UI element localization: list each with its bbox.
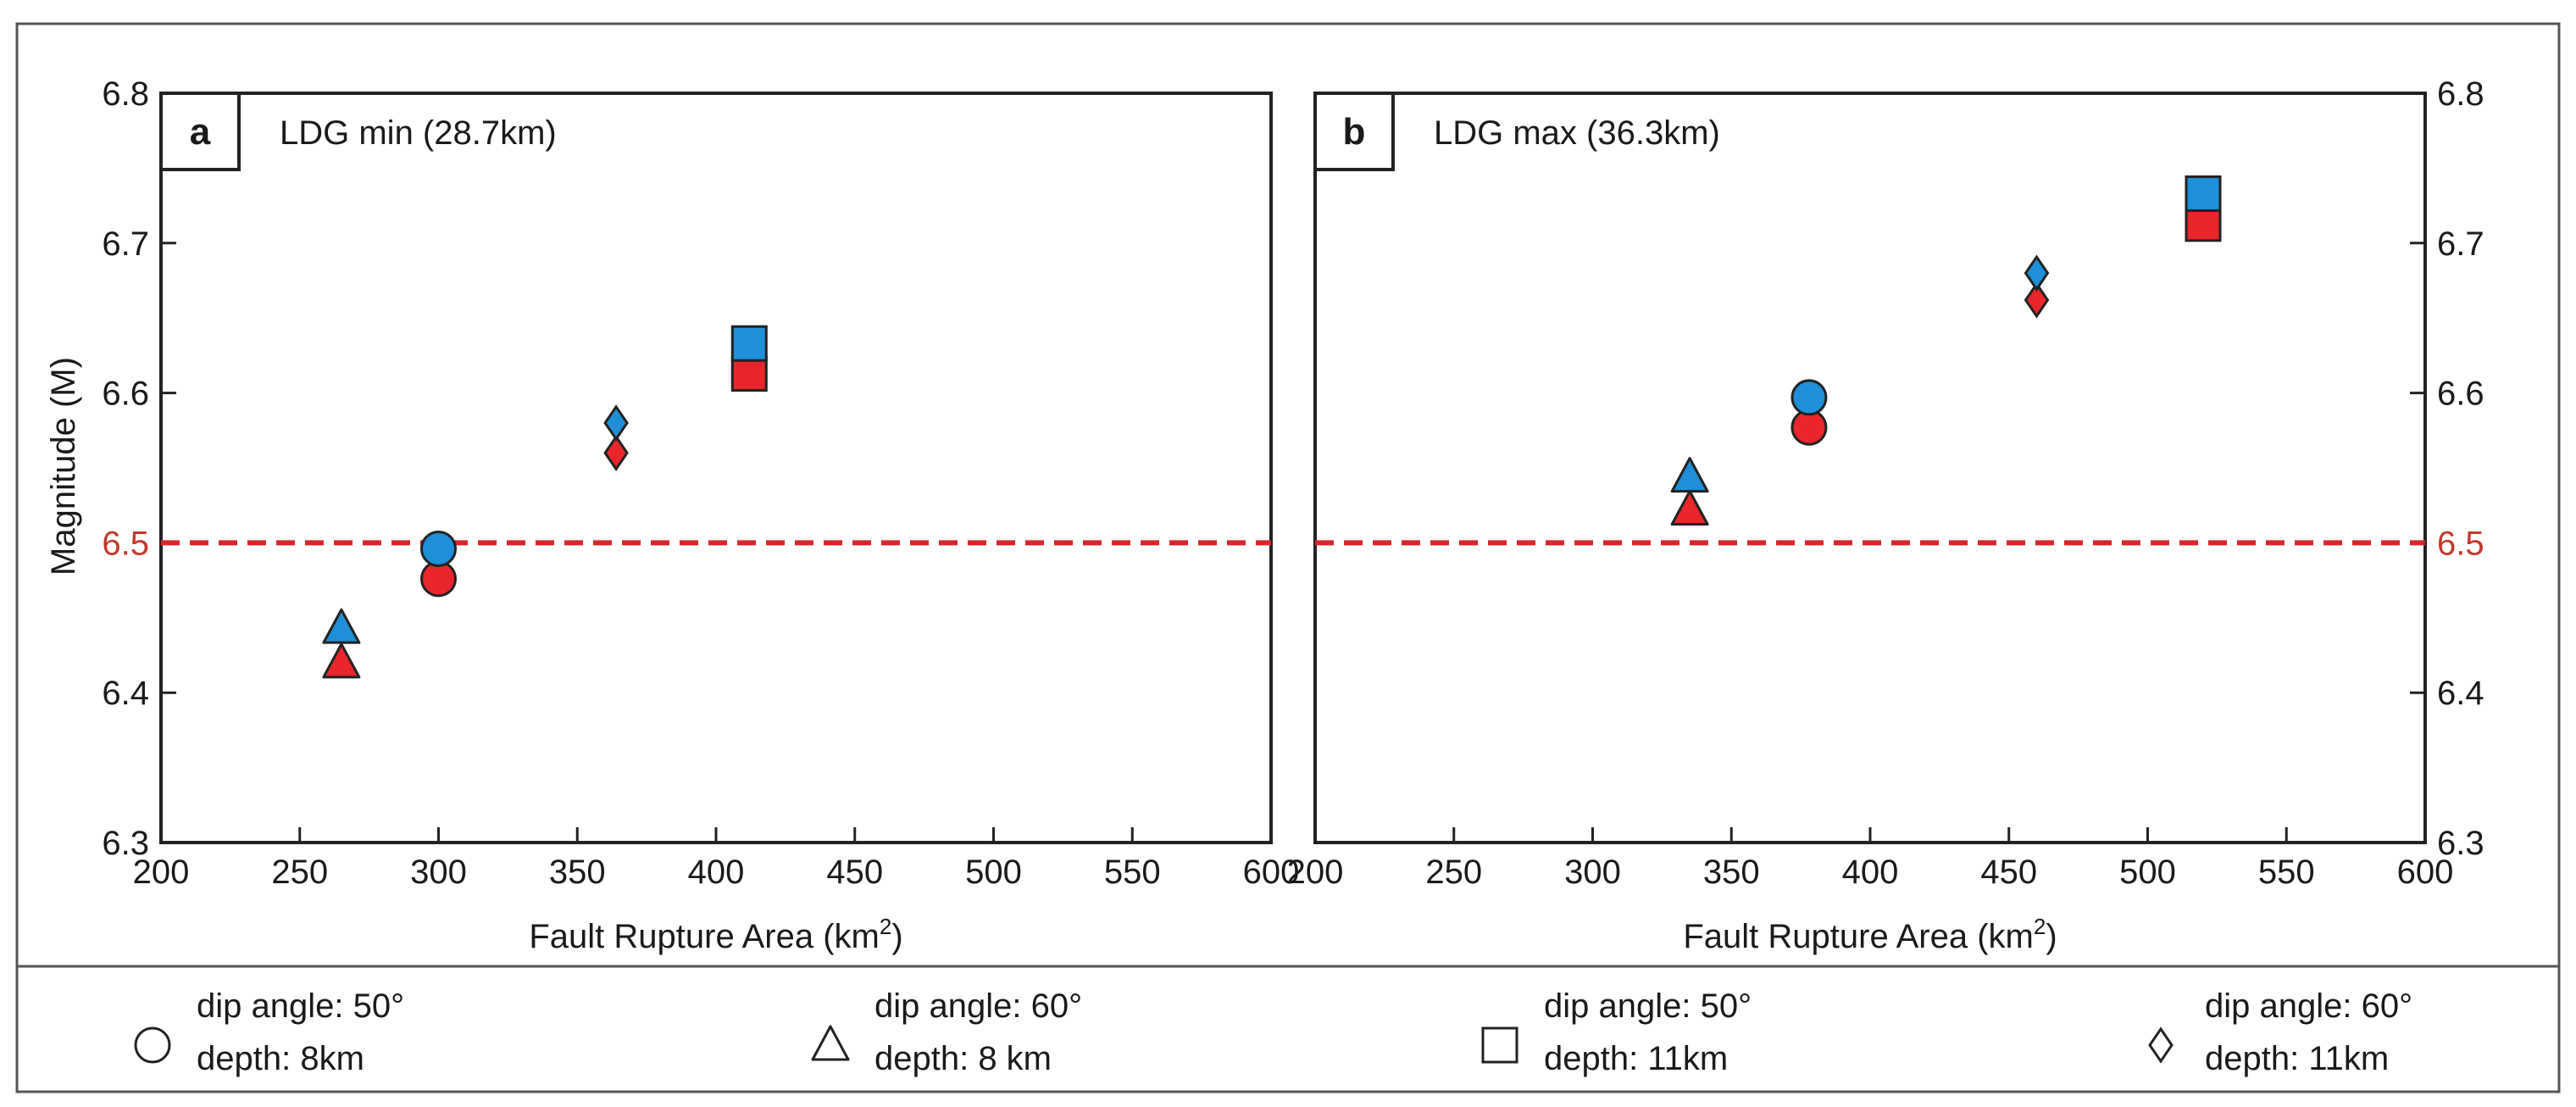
legend-triangle-marker: [811, 1025, 850, 1061]
panel-a-ytick-label: 6.3: [102, 825, 149, 862]
panel-b-point-blue-diamond: [2024, 254, 2050, 292]
legend-item-2-line1: dip angle: 50°: [1544, 987, 1752, 1025]
panel-b-xtick-label: 450: [1980, 854, 2037, 891]
panel-a-point-blue-circle: [420, 530, 457, 567]
panel-a-ytick-label: 6.8: [102, 75, 149, 113]
panel-a-xtick-label: 600: [1243, 854, 1300, 891]
legend-diamond-shape: [2148, 1026, 2174, 1064]
panel-b-title: LDG max (36.3km): [1434, 114, 1720, 152]
panel-a-ytick-label: 6.4: [102, 675, 149, 712]
legend-square-shape: [1481, 1026, 1518, 1064]
panel-a-xlabel: Fault Rupture Area (km2): [529, 914, 902, 955]
panel-b-plot-area: [1313, 92, 2427, 844]
panel-b-xtick-label: 500: [2119, 854, 2176, 891]
panel-a: 200 250 300 350 400 450 500 550 600 6.3 6.4 6.5 6.6 6…: [45, 75, 1299, 955]
panel-a-point-red-square: [730, 355, 768, 392]
panel-b-points: [1670, 175, 2222, 526]
panel-b-xtick-label: 300: [1564, 854, 1621, 891]
panel-b-ytick-label: 6.8: [2437, 75, 2484, 113]
panel-b-point-red-diamond: [2024, 281, 2050, 319]
panel-b-xtick-label: 350: [1703, 854, 1760, 891]
legend-item-1-line2: depth: 8 km: [874, 1040, 1052, 1077]
panel-a-ytick-label: 6.6: [102, 375, 149, 413]
panel-a-ytick-label: 6.5: [102, 525, 149, 562]
legend-item-3-line1: dip angle: 60°: [2205, 987, 2412, 1025]
legend-item-0: dip angle: 50° depth: 8km: [134, 987, 404, 1077]
panel-a-ylabel: Magnitude (M): [45, 357, 82, 576]
legend-item-0-line2: depth: 8km: [197, 1040, 364, 1077]
panel-a-point-red-triangle: [322, 643, 361, 679]
panel-a-letter-box: [159, 92, 241, 171]
panel-b-xtick-label: 250: [1425, 854, 1482, 891]
panel-a-xtick-label: 550: [1104, 854, 1161, 891]
legend-item-2: dip angle: 50° depth: 11km: [1481, 987, 1752, 1077]
panel-a-point-blue-triangle: [322, 608, 361, 644]
panel-b-letter: b: [1343, 111, 1366, 153]
panel-a-letter: a: [190, 111, 211, 153]
panel-b-point-red-square: [2185, 205, 2222, 242]
panel-a-xlabel-main: Fault Rupture Area (km: [529, 918, 880, 955]
panel-a-point-red-diamond: [603, 434, 629, 471]
panel-a-xlabel-close: ): [891, 918, 902, 955]
panel-b-letter-box: [1313, 92, 1395, 171]
panel-b-xlabel: Fault Rupture Area (km2): [1683, 914, 2057, 955]
legend-circle-marker: [134, 1026, 171, 1064]
panel-a-xtick-label: 400: [688, 854, 745, 891]
panel-a-xtick-label: 200: [133, 854, 190, 891]
panel-b-xlabel-sup: 2: [2034, 914, 2046, 939]
panel-b-xlabel-main: Fault Rupture Area (km: [1683, 918, 2034, 955]
panel-a-xtick-label: 250: [271, 854, 328, 891]
legend-item-2-line2: depth: 11km: [1544, 1040, 1728, 1077]
panel-a-point-blue-square: [730, 325, 768, 362]
panel-a-ytick-label: 6.7: [102, 225, 149, 263]
panel-a-ticks: 200 250 300 350 400 450 500 550 600 6.3 6.4 6.5 6.6 6…: [102, 75, 1299, 891]
legend-item-1: dip angle: 60° depth: 8 km: [811, 987, 1082, 1077]
legend-triangle-shape: [811, 1025, 850, 1061]
panel-a-points: [322, 325, 768, 679]
legend-item-3-line2: depth: 11km: [2205, 1040, 2389, 1077]
panel-b-ytick-label: 6.6: [2437, 375, 2484, 413]
panel-b-xtick-label: 200: [1287, 854, 1344, 891]
panel-b-xtick-label: 600: [2397, 854, 2454, 891]
panel-b-xlabel-close: ): [2046, 918, 2057, 955]
panel-b-xtick-label: 400: [1842, 854, 1899, 891]
panel-b-point-blue-square: [2185, 175, 2222, 212]
legend-square-marker: [1481, 1026, 1518, 1064]
figure-frame: [15, 22, 2561, 1093]
legend-item-1-line1: dip angle: 60°: [874, 987, 1082, 1025]
legend-item-3: dip angle: 60° depth: 11km: [2148, 987, 2412, 1077]
panel-a-xtick-label: 450: [826, 854, 883, 891]
panel-b-xtick-label: 550: [2258, 854, 2315, 891]
panel-b-ytick-label: 6.4: [2437, 675, 2484, 712]
panel-b-ytick-label: 6.7: [2437, 225, 2484, 263]
legend-circle-shape: [134, 1026, 171, 1064]
panel-b-ytick-label: 6.3: [2437, 825, 2484, 862]
panel-b-ytick-label: 6.5: [2437, 525, 2484, 562]
panel-a-xtick-label: 500: [965, 854, 1022, 891]
panel-b-point-blue-circle: [1790, 379, 1828, 416]
panel-a-xtick-label: 300: [410, 854, 467, 891]
panel-b-point-red-triangle: [1670, 490, 1709, 526]
panel-a-title: LDG min (28.7km): [280, 114, 557, 152]
panel-a-xtick-label: 350: [549, 854, 606, 891]
legend-item-0-line1: dip angle: 50°: [197, 987, 404, 1025]
legend-diamond-marker: [2148, 1026, 2174, 1064]
panel-a-xlabel-sup: 2: [880, 914, 891, 939]
panel-b-point-blue-triangle: [1670, 457, 1709, 493]
legend: dip angle: 50° depth: 8km dip angle: 60°…: [134, 987, 2412, 1077]
panel-a-plot-area: [159, 92, 1273, 844]
panel-a-point-blue-diamond: [603, 404, 629, 442]
